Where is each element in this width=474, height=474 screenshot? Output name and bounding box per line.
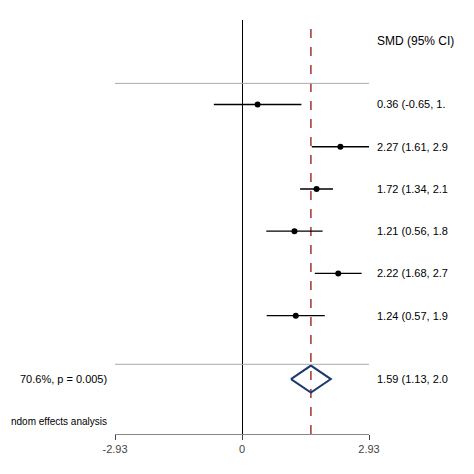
svg-text:2.93: 2.93 <box>358 443 379 455</box>
svg-text:70.6%, p = 0.005): 70.6%, p = 0.005) <box>20 373 107 385</box>
svg-text:SMD (95% CI): SMD (95% CI) <box>377 34 454 48</box>
svg-text:1.59 (1.13, 2.0: 1.59 (1.13, 2.0 <box>377 373 448 385</box>
svg-text:1.24 (0.57, 1.9: 1.24 (0.57, 1.9 <box>377 310 448 322</box>
svg-text:-2.93: -2.93 <box>102 443 127 455</box>
svg-text:2.27 (1.61, 2.9: 2.27 (1.61, 2.9 <box>377 141 448 153</box>
svg-text:1.21 (0.56, 1.8: 1.21 (0.56, 1.8 <box>377 225 448 237</box>
svg-text:0.36 (-0.65, 1.: 0.36 (-0.65, 1. <box>377 98 446 110</box>
svg-text:ndom effects analysis: ndom effects analysis <box>11 416 107 427</box>
svg-text:0: 0 <box>239 443 245 455</box>
svg-text:1.72 (1.34, 2.1: 1.72 (1.34, 2.1 <box>377 183 448 195</box>
svg-text:2.22 (1.68, 2.7: 2.22 (1.68, 2.7 <box>377 267 448 279</box>
